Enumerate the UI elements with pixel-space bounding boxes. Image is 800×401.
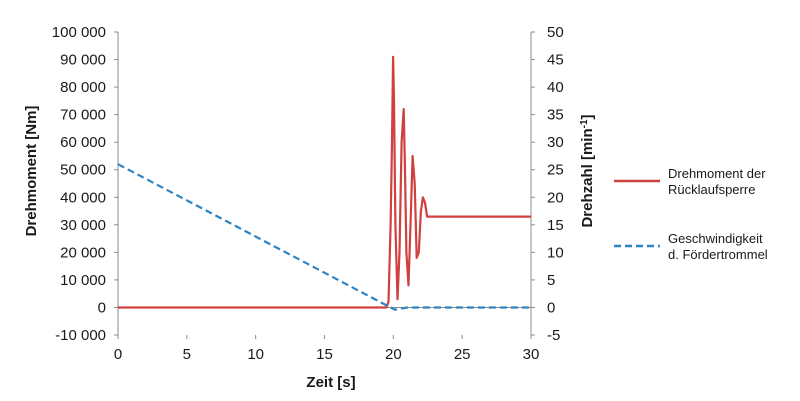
- legend-label-geschwindigkeit-line2: d. Fördertrommel: [668, 247, 768, 262]
- legend-label-geschwindigkeit-line1: Geschwindigkeit: [668, 231, 763, 246]
- y-left-tick-label: 60 000: [60, 134, 106, 151]
- y-axis-left-title: Drehmoment [Nm]: [23, 106, 40, 237]
- y-left-tick-label: 0: [98, 299, 106, 316]
- series-layer: [117, 55, 531, 311]
- y-left-tick-label: 40 000: [60, 189, 106, 206]
- y-right-tick-label: 20: [547, 189, 564, 206]
- y-right-tick-label: 30: [547, 134, 564, 151]
- y-right-tick-label: 45: [547, 52, 564, 69]
- legend-label-drehmoment-line2: Rücklaufsperre: [668, 182, 755, 197]
- y-right-tick-label: -5: [547, 327, 560, 344]
- y-right-tick-label: 5: [547, 272, 555, 289]
- y-axis-right-title-main: Drehzahl [min: [579, 128, 596, 227]
- y-left-tick-label: -10 000: [55, 327, 106, 344]
- y-left-tick-label: 50 000: [60, 162, 106, 179]
- y-right-tick-label: 25: [547, 162, 564, 179]
- y-left-tick-label: 70 000: [60, 107, 106, 124]
- y-left-tick-label: 90 000: [60, 52, 106, 69]
- x-tick-label: 30: [523, 346, 540, 363]
- x-tick-label: 5: [183, 346, 191, 363]
- legend-label-drehmoment-line1: Drehmoment der: [668, 166, 766, 181]
- x-axis-title: Zeit [s]: [306, 374, 355, 391]
- y-left-tick-label: 10 000: [60, 272, 106, 289]
- y-right-tick-label: 0: [547, 299, 555, 316]
- y-right-tick-label: 15: [547, 217, 564, 234]
- y-left-tick-label: 80 000: [60, 79, 106, 96]
- y-axis-right-title-unit-exponent: -1: [579, 119, 590, 128]
- axes: [114, 31, 535, 339]
- y-left-tick-label: 30 000: [60, 217, 106, 234]
- series-line-drehmoment: [118, 55, 531, 309]
- x-tick-label: 0: [114, 346, 122, 363]
- y-axis-right-title: Drehzahl [min-1]: [579, 114, 596, 227]
- y-right-tick-label: 35: [547, 107, 564, 124]
- series-line-geschwindigkeit: [117, 163, 531, 311]
- x-tick-label: 10: [247, 346, 264, 363]
- legend-item-drehmoment: Drehmoment der Rücklaufsperre: [614, 166, 766, 197]
- x-tick-label: 20: [385, 346, 402, 363]
- x-tick-label: 25: [454, 346, 471, 363]
- y-left-tick-label: 100 000: [52, 24, 106, 41]
- y-right-tick-label: 50: [547, 24, 564, 41]
- tick-labels: -10 000 0 10 000 20 000 30 000 40 000 50 000 60…: [52, 24, 564, 363]
- y-right-tick-label: 40: [547, 79, 564, 96]
- legend: Drehmoment der Rücklaufsperre Geschwindi…: [614, 166, 768, 262]
- y-right-tick-label: 10: [547, 244, 564, 261]
- y-left-tick-label: 20 000: [60, 244, 106, 261]
- x-tick-label: 15: [316, 346, 333, 363]
- legend-item-geschwindigkeit: Geschwindigkeit d. Fördertrommel: [614, 231, 768, 262]
- y-axis-right-title-bracket: ]: [579, 114, 596, 119]
